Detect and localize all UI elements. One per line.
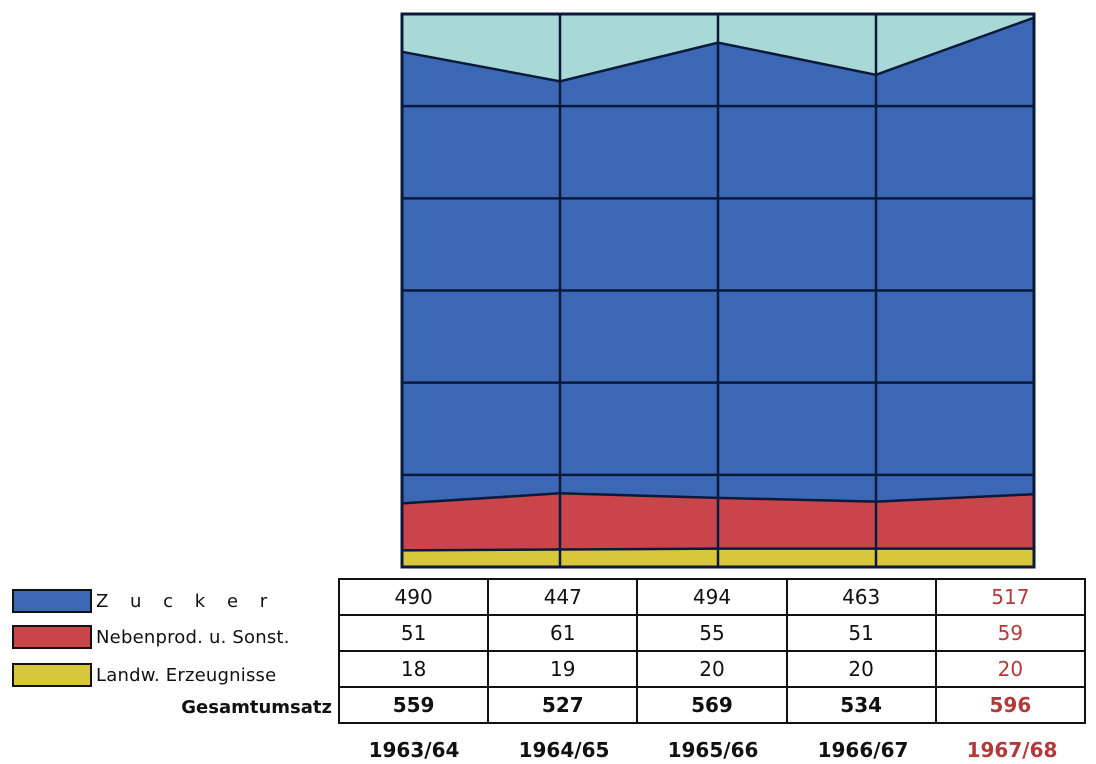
legend-swatch-landw xyxy=(12,663,92,687)
cell-zucker-1967: 517 xyxy=(934,578,1087,616)
legend-swatch-zucker xyxy=(12,589,92,613)
cell-neben-1966: 51 xyxy=(785,614,937,652)
legend-label-zucker: Z u c k e r xyxy=(96,590,276,612)
cell-landw-1967: 20 xyxy=(934,650,1087,688)
cell-zucker-1965: 494 xyxy=(636,578,788,616)
table-row-landw: 18 19 20 20 20 xyxy=(337,650,1087,688)
legend-label-neben: Nebenprod. u. Sonst. xyxy=(96,626,290,648)
table-row-neben: 51 61 55 51 59 xyxy=(337,614,1087,652)
cell-zucker-1964: 447 xyxy=(487,578,639,616)
total-label: Gesamtumsatz xyxy=(181,697,332,718)
year-label-1966: 1966/67 xyxy=(817,738,909,762)
cell-landw-1964: 19 xyxy=(487,650,639,688)
cell-neben-1964: 61 xyxy=(487,614,639,652)
year-label-1964: 1964/65 xyxy=(518,738,610,762)
legend-label-landw: Landw. Erzeugnisse xyxy=(96,664,277,686)
cell-zucker-1966: 463 xyxy=(785,578,937,616)
cell-total-1967: 596 xyxy=(934,686,1087,724)
value-table: 490 447 494 463 517 51 61 55 51 59 18 19… xyxy=(337,578,1087,724)
cell-total-1963: 559 xyxy=(337,686,490,724)
year-label-1965: 1965/66 xyxy=(667,738,759,762)
cell-neben-1963: 51 xyxy=(337,614,490,652)
table-row-total: 559 527 569 534 596 xyxy=(337,686,1087,724)
stacked-area-chart xyxy=(400,12,1036,569)
year-label-1967: 1967/68 xyxy=(966,738,1058,762)
cell-landw-1965: 20 xyxy=(636,650,788,688)
table-row-zucker: 490 447 494 463 517 xyxy=(337,578,1087,616)
cell-total-1966: 534 xyxy=(785,686,937,724)
cell-neben-1965: 55 xyxy=(636,614,788,652)
series-boundary-1 xyxy=(401,492,1035,505)
cell-total-1964: 527 xyxy=(487,686,639,724)
series-boundary-0 xyxy=(401,547,1034,552)
cell-zucker-1963: 490 xyxy=(337,578,490,616)
legend-item-neben: Nebenprod. u. Sonst. xyxy=(12,622,290,652)
cell-total-1965: 569 xyxy=(636,686,788,724)
cell-landw-1963: 18 xyxy=(337,650,490,688)
legend-item-zucker: Z u c k e r xyxy=(12,586,275,616)
legend-item-landw: Landw. Erzeugnisse xyxy=(12,660,276,690)
chart-frame xyxy=(400,12,1036,569)
cell-landw-1966: 20 xyxy=(785,650,937,688)
legend-swatch-neben xyxy=(12,625,92,649)
cell-neben-1967: 59 xyxy=(934,614,1087,652)
year-label-1963: 1963/64 xyxy=(368,738,460,762)
series-boundary-2 xyxy=(401,16,1035,83)
